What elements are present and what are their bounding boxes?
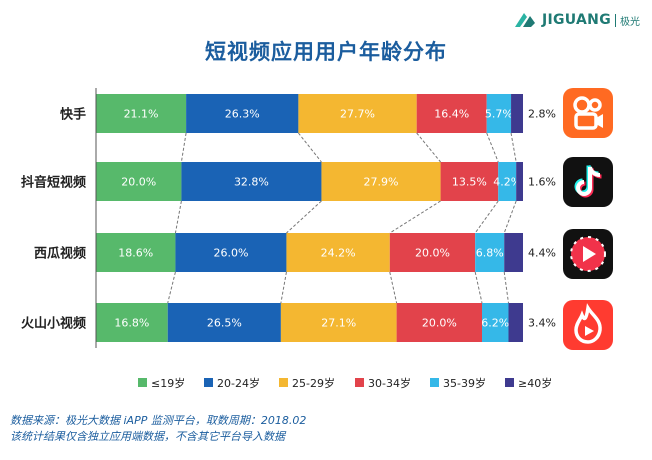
data-label: 27.1% (321, 317, 356, 330)
connector-line (389, 271, 398, 304)
chart-title: 短视频应用用户年龄分布 (205, 40, 447, 64)
data-label: 2.8% (528, 108, 556, 121)
jiguang-brand: JIGUANG 极光 (512, 6, 648, 34)
data-label: 27.7% (340, 108, 375, 121)
category-label: 西瓜视频 (34, 246, 86, 262)
data-label: 21.1% (124, 108, 159, 121)
bar-segment (298, 94, 417, 133)
data-label: 6.2% (481, 317, 509, 330)
bar-segment (96, 233, 176, 272)
data-label: 24.2% (321, 247, 356, 260)
bar-segment (440, 162, 499, 201)
data-label: 4.4% (528, 247, 556, 260)
connector-line (474, 271, 483, 304)
bar-segment (416, 94, 487, 133)
bar-segment (389, 233, 476, 272)
legend-swatch (204, 378, 213, 387)
data-label: 4.2% (493, 176, 521, 189)
legend-swatch (279, 378, 288, 387)
connector-line (503, 271, 509, 304)
legend-swatch (505, 378, 514, 387)
connector-line (280, 271, 287, 304)
bar-segment (475, 233, 505, 272)
legend-label: ≤19岁 (151, 376, 185, 390)
stacked-bar-chart: 21.1% 26.3% 27.7% 16.4% 5.7% 2.8% 快手 20.0% 32.8%… (21, 88, 556, 390)
data-label: 3.4% (528, 317, 556, 330)
bar-segment (280, 303, 397, 342)
bar-segment (321, 162, 441, 201)
bar-segment (508, 303, 523, 342)
data-label: 26.5% (207, 317, 242, 330)
connector-line (389, 200, 441, 234)
data-label: 26.0% (213, 247, 248, 260)
bar-segment (186, 94, 299, 133)
legend-swatch (138, 378, 147, 387)
bar-segment (167, 303, 281, 342)
connector-line (167, 271, 176, 304)
legend-label: 35-39岁 (443, 376, 486, 390)
data-label: 6.8% (476, 247, 504, 260)
connector-line (174, 200, 182, 234)
jiguang-logo-icon (515, 13, 535, 27)
connector-line (180, 132, 187, 163)
bar-segment (516, 162, 523, 201)
bar-segment (498, 162, 517, 201)
data-label: 20.0% (422, 317, 457, 330)
connector-line (510, 132, 517, 163)
data-label: 18.6% (118, 247, 153, 260)
data-label: 27.9% (364, 176, 399, 189)
bar-segment (482, 303, 509, 342)
bar-segment (96, 303, 168, 342)
bar-segment (181, 162, 322, 201)
category-label: 抖音短视频 (21, 175, 86, 191)
data-label: 32.8% (234, 176, 269, 189)
data-label: 16.8% (114, 317, 149, 330)
data-label: 5.7% (485, 108, 513, 121)
bar-segment (504, 233, 523, 272)
data-label: 20.0% (121, 176, 156, 189)
legend-label: 30-34岁 (368, 376, 411, 390)
legend-swatch (355, 378, 364, 387)
bar-segment (396, 303, 483, 342)
data-label: 1.6% (528, 176, 556, 189)
connector-line (286, 200, 322, 234)
connector-line (416, 132, 441, 163)
connector-line (474, 200, 499, 234)
data-label: 20.0% (415, 247, 450, 260)
bar-segment (286, 233, 390, 272)
bar-segment (96, 94, 187, 133)
brand-divider (615, 13, 616, 27)
douyin-logo-icon (563, 157, 613, 207)
category-label: 火山小视频 (21, 316, 86, 332)
data-label: 13.5% (452, 176, 487, 189)
huoshan-logo-icon (563, 300, 613, 350)
data-label: 26.3% (225, 108, 260, 121)
legend-label: 20-24岁 (217, 376, 260, 390)
connector-line (298, 132, 322, 163)
connector-line (503, 200, 517, 234)
footnote-note: 该统计结果仅含独立应用端数据，不含其它平台导入数据 (10, 430, 285, 443)
brand-chinese-name: 极光 (620, 16, 640, 28)
footnote-source: 数据来源：极光大数据 iAPP 监测平台，取数周期：2018.02 (10, 414, 307, 427)
brand-wordmark: JIGUANG (542, 12, 611, 28)
xigua-logo-icon (563, 229, 613, 279)
bar-segment (175, 233, 287, 272)
kuaishou-logo-icon (563, 88, 613, 138)
data-label: 16.4% (434, 108, 469, 121)
legend-label: 25-29岁 (292, 376, 335, 390)
bar-segment (96, 162, 182, 201)
connector-line (486, 132, 499, 163)
legend-label: ≥40岁 (518, 376, 552, 390)
bar-segment (511, 94, 523, 133)
footnote: 数据来源：极光大数据 iAPP 监测平台，取数周期：2018.02 该统计结果仅… (10, 413, 306, 445)
legend-swatch (430, 378, 439, 387)
bar-segment (486, 94, 512, 133)
category-label: 快手 (60, 107, 86, 123)
